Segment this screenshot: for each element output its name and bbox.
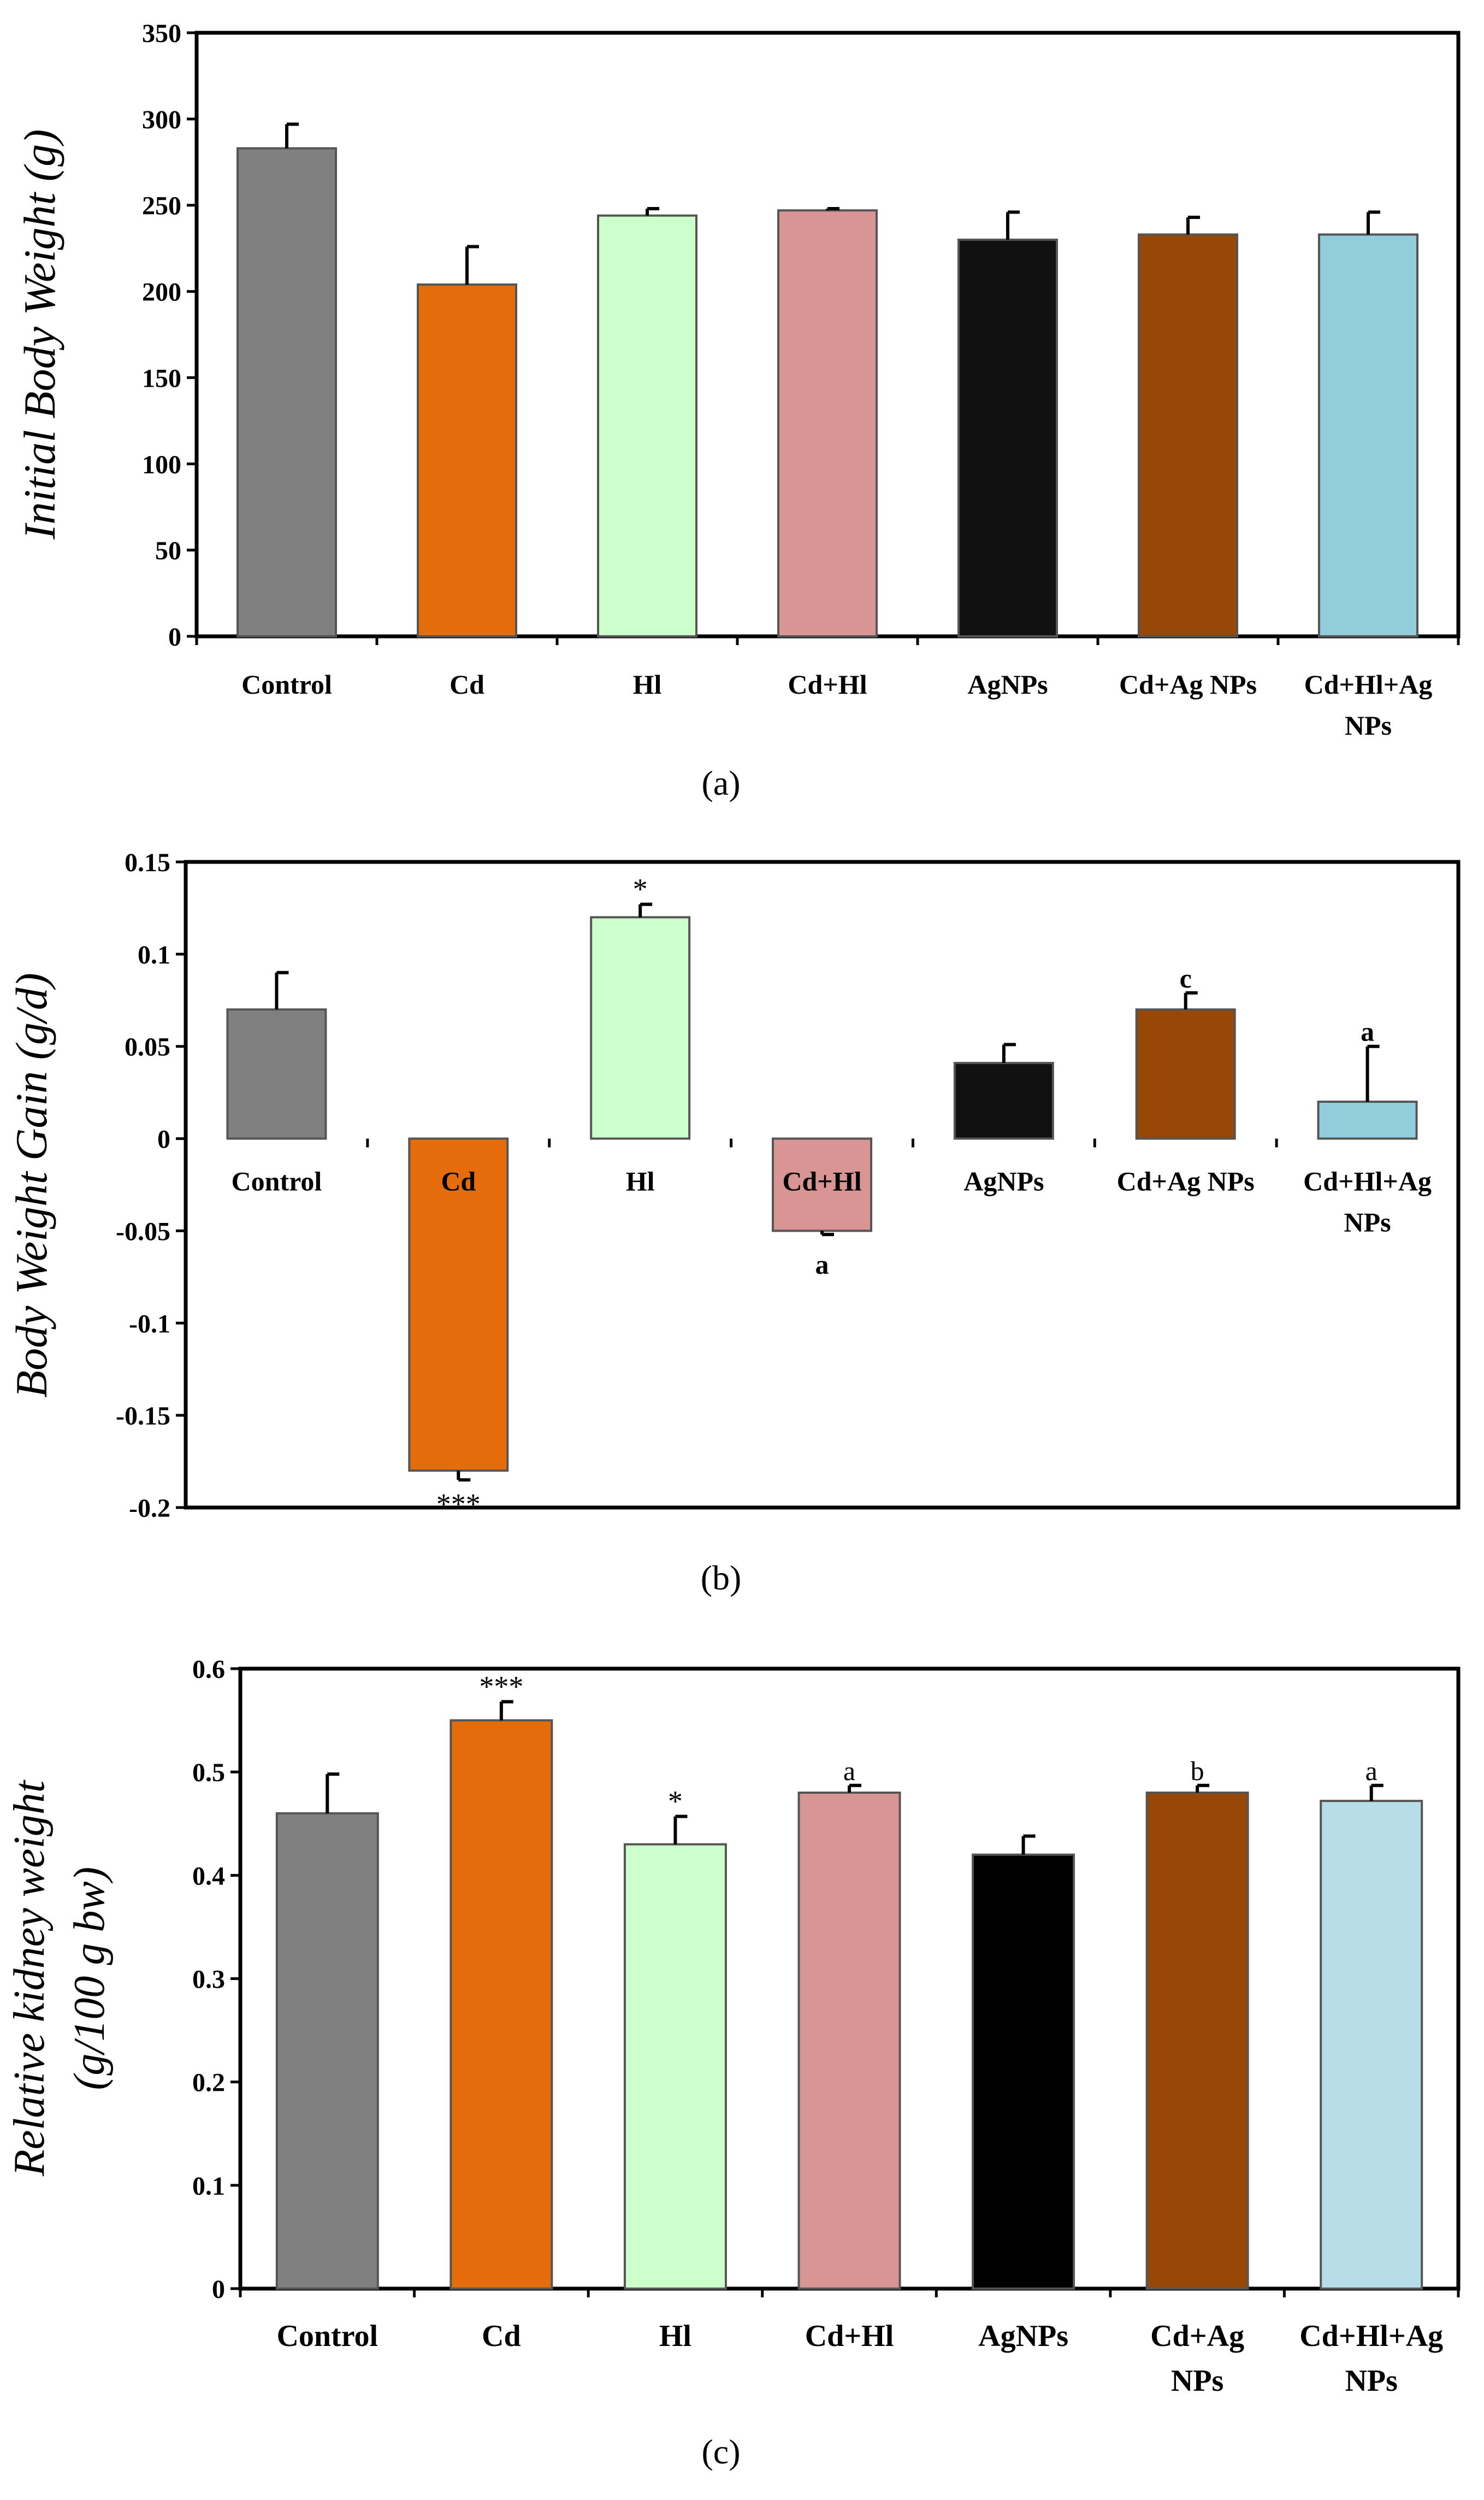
bar-7 bbox=[1320, 1800, 1423, 2290]
x-tick-label: Cd+Hl+Ag bbox=[1299, 2319, 1443, 2353]
bar-6 bbox=[1135, 1008, 1236, 1140]
bar-3 bbox=[590, 916, 691, 1140]
panel-label: (b) bbox=[701, 1558, 742, 1597]
y-axis-title: Initial Body Weight (g) bbox=[15, 129, 64, 540]
y-tick-label: 350 bbox=[142, 19, 181, 48]
x-tick-label: AgNPs bbox=[963, 1166, 1044, 1197]
y-tick-label: -0.15 bbox=[116, 1402, 170, 1431]
x-tick-label: Cd+Hl+Ag bbox=[1303, 1166, 1432, 1197]
significance-label: *** bbox=[479, 1670, 523, 1703]
x-tick-label: Cd+Hl+Ag bbox=[1304, 669, 1433, 700]
y-axis-title-line-2: (g/100 g bw) bbox=[66, 1867, 114, 2090]
y-tick-label: 0.15 bbox=[125, 848, 170, 877]
x-tick-label: Control bbox=[232, 1166, 322, 1197]
bar-7 bbox=[1317, 1101, 1418, 1140]
y-tick-label: 0 bbox=[168, 623, 181, 652]
y-tick-label: 200 bbox=[142, 278, 181, 307]
significance-label: *** bbox=[436, 1487, 481, 1520]
y-tick-label: 50 bbox=[155, 536, 181, 565]
y-tick-label: 0.6 bbox=[192, 1655, 225, 1684]
y-tick-label: 250 bbox=[142, 192, 181, 221]
y-axis-title: Body Weight Gain (g/d) bbox=[7, 973, 56, 1398]
x-tick-label: Cd+Hl bbox=[805, 2319, 894, 2353]
y-tick-label: 0 bbox=[212, 2275, 225, 2304]
x-tick-label: Cd bbox=[450, 669, 484, 700]
y-tick-label: -0.1 bbox=[129, 1309, 170, 1338]
bar-1 bbox=[226, 1008, 327, 1140]
significance-label: * bbox=[633, 873, 648, 906]
bar-4 bbox=[772, 1137, 872, 1232]
y-axis-title: Relative kidney weight bbox=[5, 1780, 54, 2177]
x-tick-label: Cd+Hl bbox=[788, 669, 867, 700]
x-tick-label: Control bbox=[276, 2319, 378, 2353]
bar-4 bbox=[797, 1792, 901, 2290]
significance-label: a bbox=[1361, 1016, 1374, 1047]
y-tick-label: 0.5 bbox=[192, 1758, 225, 1787]
bar-5 bbox=[972, 1853, 1075, 2290]
chart-panel-2: -0.2-0.15-0.1-0.0500.050.10.15Control***… bbox=[7, 848, 1461, 1597]
y-tick-label: 0.4 bbox=[192, 1861, 225, 1890]
bar-2 bbox=[408, 1137, 509, 1472]
y-tick-label: 0.1 bbox=[192, 2172, 225, 2201]
y-tick-label: 150 bbox=[142, 364, 181, 393]
bar-3 bbox=[597, 214, 697, 637]
x-tick-label: Hl bbox=[659, 2319, 691, 2353]
y-tick-label: 300 bbox=[142, 105, 181, 134]
bar-6 bbox=[1145, 1792, 1249, 2290]
x-tick-label: NPs bbox=[1171, 2364, 1223, 2398]
x-tick-label: Cd+Ag NPs bbox=[1117, 1166, 1255, 1197]
x-tick-label: Cd+Ag bbox=[1150, 2319, 1244, 2353]
significance-label: b bbox=[1191, 1756, 1204, 1786]
x-tick-label: Cd+Hl bbox=[782, 1166, 861, 1197]
plot-frame bbox=[184, 860, 1461, 1510]
bar-7 bbox=[1318, 233, 1418, 637]
panel-label: (c) bbox=[701, 2432, 740, 2471]
bar-6 bbox=[1138, 233, 1238, 637]
bar-1 bbox=[237, 147, 337, 637]
y-tick-label: -0.05 bbox=[116, 1217, 170, 1246]
x-tick-label: NPs bbox=[1344, 1207, 1391, 1238]
significance-label: * bbox=[668, 1785, 683, 1818]
x-tick-label: Cd+Ag NPs bbox=[1119, 669, 1257, 700]
bar-2 bbox=[450, 1719, 553, 2290]
chart-panel-3: 0 0.1 0.2 0.3 0.4 0.5 0.6 Control *** Cd * Hl a Cd+Hl… bbox=[5, 1655, 1461, 2471]
x-tick-label: NPs bbox=[1345, 710, 1392, 741]
x-tick-label: NPs bbox=[1345, 2364, 1397, 2398]
significance-label: c bbox=[1180, 963, 1192, 994]
x-tick-label: Cd bbox=[482, 2319, 521, 2353]
panel-label: (a) bbox=[701, 764, 740, 802]
significance-label: a bbox=[843, 1756, 855, 1786]
x-tick-label: Control bbox=[241, 669, 332, 700]
y-tick-label: -0.2 bbox=[129, 1494, 170, 1523]
significance-label: a bbox=[815, 1249, 829, 1280]
bar-4 bbox=[777, 209, 878, 637]
y-tick-label: 0.1 bbox=[138, 941, 170, 970]
y-tick-label: 0.05 bbox=[125, 1033, 170, 1062]
x-tick-label: AgNPs bbox=[978, 2319, 1068, 2353]
significance-label: a bbox=[1365, 1756, 1377, 1786]
bar-5 bbox=[957, 238, 1058, 638]
y-tick-label: 0.3 bbox=[192, 1965, 225, 1994]
y-tick-label: 0.2 bbox=[192, 2068, 225, 2097]
y-tick-label: 0 bbox=[157, 1125, 170, 1154]
x-tick-label: Cd bbox=[441, 1166, 476, 1197]
chart-panel-1: 0 50 100 150 200 250 300 350 Control Cd Hl Cd+Hl AgN… bbox=[15, 19, 1461, 802]
x-tick-label: Hl bbox=[626, 1166, 655, 1197]
x-tick-label: AgNPs bbox=[967, 669, 1048, 700]
x-tick-label: Hl bbox=[633, 669, 662, 700]
bar-5 bbox=[953, 1062, 1054, 1140]
y-tick-label: 100 bbox=[142, 450, 181, 479]
bar-2 bbox=[417, 283, 517, 637]
bar-3 bbox=[623, 1843, 727, 2290]
bar-1 bbox=[275, 1812, 379, 2290]
